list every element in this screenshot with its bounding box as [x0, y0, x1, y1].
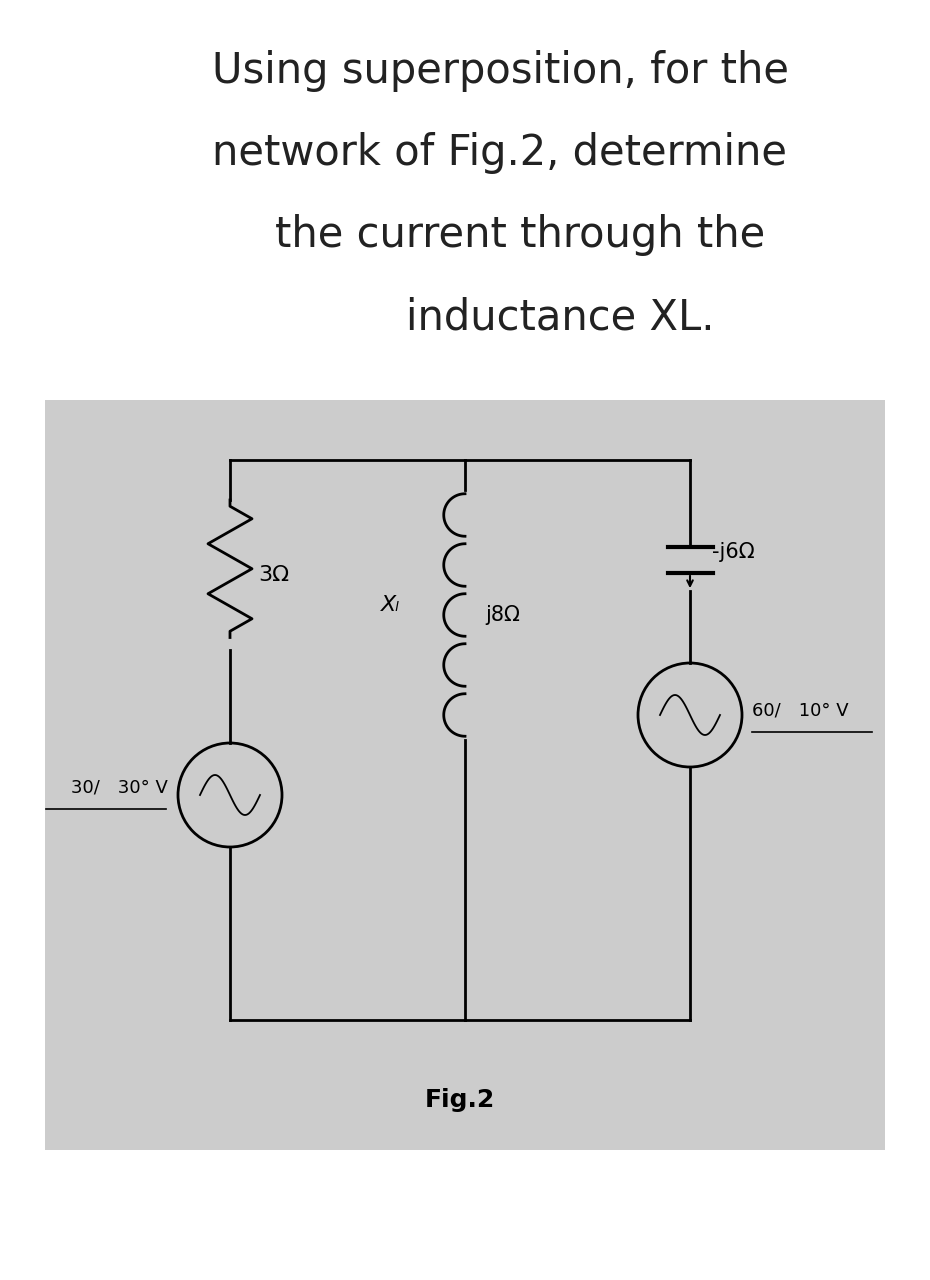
Text: -j6Ω: -j6Ω — [712, 541, 754, 562]
Text: 3Ω: 3Ω — [258, 564, 289, 585]
Text: 60/ 10° V: 60/ 10° V — [752, 701, 848, 719]
Text: j8Ω: j8Ω — [485, 605, 520, 625]
Text: Xₗ: Xₗ — [381, 595, 400, 614]
Text: Fig.2: Fig.2 — [425, 1088, 495, 1112]
Text: network of Fig.2, determine: network of Fig.2, determine — [212, 132, 788, 174]
Text: Using superposition, for the: Using superposition, for the — [211, 50, 789, 92]
Text: 30/ 30° V: 30/ 30° V — [71, 778, 168, 796]
Text: the current through the: the current through the — [275, 214, 765, 256]
Text: inductance XL.: inductance XL. — [405, 296, 714, 338]
Bar — [45, 399, 885, 1149]
